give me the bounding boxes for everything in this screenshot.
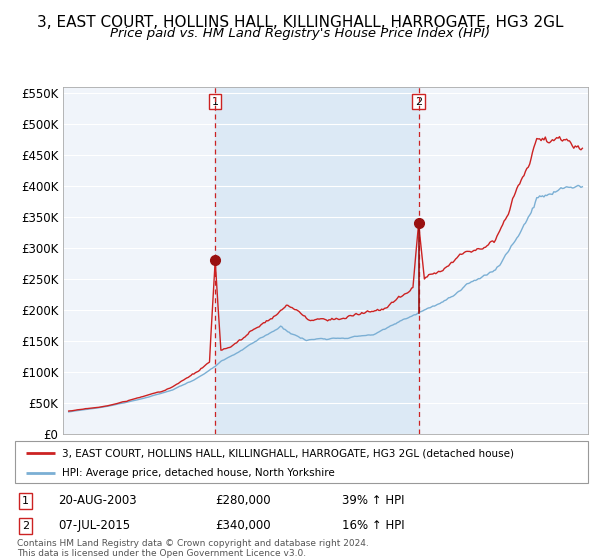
Text: £280,000: £280,000 — [215, 494, 271, 507]
Text: 1: 1 — [212, 97, 219, 106]
Text: 3, EAST COURT, HOLLINS HALL, KILLINGHALL, HARROGATE, HG3 2GL: 3, EAST COURT, HOLLINS HALL, KILLINGHALL… — [37, 15, 563, 30]
Text: 16% ↑ HPI: 16% ↑ HPI — [341, 519, 404, 532]
Bar — [215, 87, 419, 434]
Text: HPI: Average price, detached house, North Yorkshire: HPI: Average price, detached house, Nort… — [62, 468, 335, 478]
Text: 20-AUG-2003: 20-AUG-2003 — [58, 494, 137, 507]
Text: Contains HM Land Registry data © Crown copyright and database right 2024.
This d: Contains HM Land Registry data © Crown c… — [17, 539, 368, 558]
Text: 3, EAST COURT, HOLLINS HALL, KILLINGHALL, HARROGATE, HG3 2GL (detached house): 3, EAST COURT, HOLLINS HALL, KILLINGHALL… — [62, 448, 514, 458]
FancyBboxPatch shape — [15, 441, 588, 483]
Text: 07-JUL-2015: 07-JUL-2015 — [58, 519, 130, 532]
Text: 1: 1 — [22, 496, 29, 506]
Text: Price paid vs. HM Land Registry's House Price Index (HPI): Price paid vs. HM Land Registry's House … — [110, 27, 490, 40]
Text: £340,000: £340,000 — [215, 519, 271, 532]
Text: 2: 2 — [22, 521, 29, 531]
Text: 2: 2 — [415, 97, 422, 106]
Text: 39% ↑ HPI: 39% ↑ HPI — [341, 494, 404, 507]
